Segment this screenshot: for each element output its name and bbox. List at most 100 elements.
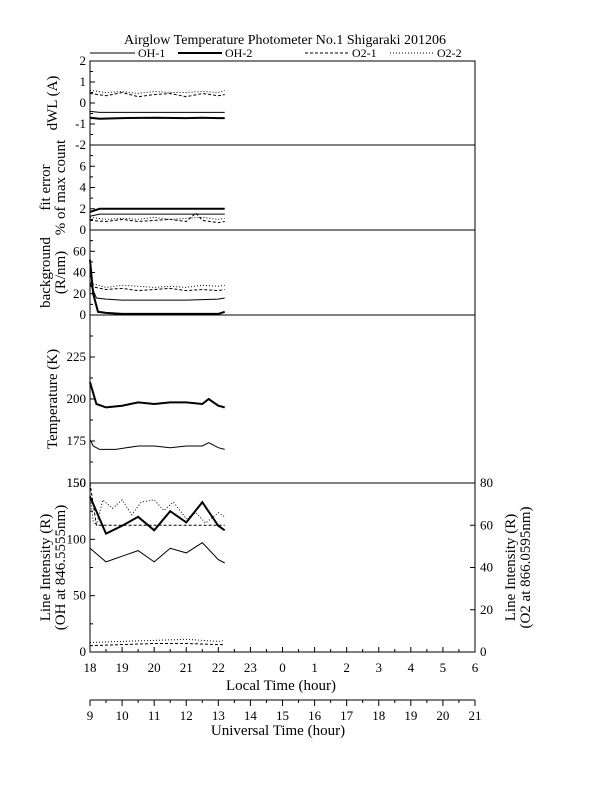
panel-frame-temperature xyxy=(89,314,476,484)
ytick-right-label-line_intensity-2: 40 xyxy=(480,560,493,575)
ytick-label-dwl-2: 0 xyxy=(80,95,87,110)
ylabel-fit_error-1: % of max count xyxy=(53,139,69,235)
x-axes: Local Time (hour) Universal Time (hour) … xyxy=(84,647,482,739)
ytick-label-background-2: 40 xyxy=(73,265,86,280)
ytick-label-temperature-3: 225 xyxy=(67,349,87,364)
ytick-label-line_intensity-2: 100 xyxy=(67,531,87,546)
ut-tick-label-0: 9 xyxy=(87,708,94,723)
series-line_intensity-0 xyxy=(89,542,225,564)
series-dwl-2 xyxy=(89,91,225,98)
ylabel-line_intensity-0: Line Intensity (R) xyxy=(38,514,54,621)
panel-frame-fit_error xyxy=(89,144,476,231)
local-tick-label-7: 1 xyxy=(311,660,318,675)
ytick-label-background-0: 0 xyxy=(80,307,87,322)
series-line_intensity-3 xyxy=(89,493,225,527)
series-fit_error-1 xyxy=(89,207,225,213)
local-tick-label-5: 23 xyxy=(244,660,257,675)
panels: -2 -1 0 1 2 dWL (A) 0 2 4 6 fit error% of max coun… xyxy=(38,53,534,659)
legend-label-o21: O2-1 xyxy=(352,46,377,60)
legend-item-o21: O2-1 xyxy=(305,46,377,60)
ytick-label-temperature-0: 150 xyxy=(67,475,87,490)
ylabel-right-line_intensity-0: Line Intensity (R) xyxy=(503,514,519,621)
local-tick-label-2: 20 xyxy=(148,660,161,675)
ylabel-dwl-0: dWL (A) xyxy=(45,76,61,131)
ytick-label-temperature-1: 175 xyxy=(67,433,87,448)
local-tick-label-12: 6 xyxy=(472,660,479,675)
series-fit_error-2 xyxy=(89,212,225,224)
ytick-right-label-line_intensity-4: 80 xyxy=(480,475,493,490)
panel-frame-line_intensity xyxy=(89,482,476,653)
local-tick-label-11: 5 xyxy=(440,660,447,675)
local-tick-label-6: 0 xyxy=(279,660,286,675)
ytick-right-label-line_intensity-3: 60 xyxy=(480,517,493,532)
legend: OH-1 OH-2 O2-1 O2-2 xyxy=(90,46,462,60)
series-fit_error-3 xyxy=(89,216,225,220)
panel-background: 0 20 40 60 background (R/nm) xyxy=(38,229,476,322)
panel-dwl: -2 -1 0 1 2 dWL (A) xyxy=(45,53,476,152)
series-temperature-0 xyxy=(89,439,225,450)
legend-item-o22: O2-2 xyxy=(390,46,462,60)
ut-tick-label-7: 16 xyxy=(308,708,322,723)
ytick-label-fit_error-1: 2 xyxy=(80,201,87,216)
local-tick-label-3: 21 xyxy=(180,660,193,675)
ytick-label-fit_error-2: 4 xyxy=(80,180,87,195)
ut-tick-label-4: 13 xyxy=(212,708,225,723)
ut-tick-label-1: 10 xyxy=(116,708,129,723)
local-tick-label-4: 22 xyxy=(212,660,225,675)
ytick-right-label-line_intensity-0: 0 xyxy=(480,644,487,659)
series-background-2 xyxy=(89,285,225,292)
ylabel-background-1: (R/nm) xyxy=(53,251,69,294)
local-time-label: Local Time (hour) xyxy=(226,678,336,694)
series-dwl-1 xyxy=(89,116,225,120)
panel-fit_error: 0 2 4 6 fit error% of max count xyxy=(38,139,476,237)
series-dwl-3 xyxy=(89,89,225,95)
ytick-label-line_intensity-0: 0 xyxy=(80,644,87,659)
panel-frame-dwl xyxy=(89,60,476,146)
ytick-label-background-1: 20 xyxy=(73,286,86,301)
ut-time-label: Universal Time (hour) xyxy=(211,723,345,739)
local-tick-label-8: 2 xyxy=(343,660,350,675)
ut-tick-label-9: 18 xyxy=(372,708,385,723)
series-temperature-1 xyxy=(89,381,225,409)
ylabel-background-0: background xyxy=(38,237,54,308)
chart-title: Airglow Temperature Photometer No.1 Shig… xyxy=(124,33,446,48)
ut-tick-label-12: 21 xyxy=(469,708,482,723)
ut-tick-label-3: 12 xyxy=(180,708,193,723)
legend-label-oh1: OH-1 xyxy=(138,46,165,60)
ylabel-line_intensity-1: (OH at 846.5555nm) xyxy=(53,505,69,630)
series-background-3 xyxy=(89,282,225,288)
series-line_intensity-1 xyxy=(89,496,226,536)
legend-label-oh2: OH-2 xyxy=(225,46,252,60)
legend-item-oh1: OH-1 xyxy=(90,46,165,60)
series-background-1 xyxy=(89,259,226,315)
series-line_intensity-5 xyxy=(89,638,225,643)
ytick-right-label-line_intensity-1: 20 xyxy=(480,602,493,617)
ut-tick-label-2: 11 xyxy=(148,708,161,723)
ylabel-fit_error-0: fit error xyxy=(38,164,54,210)
series-background-0 xyxy=(89,282,225,301)
ytick-label-line_intensity-1: 50 xyxy=(73,588,86,603)
local-tick-label-10: 4 xyxy=(408,660,415,675)
local-tick-label-9: 3 xyxy=(376,660,383,675)
series-dwl-0 xyxy=(89,110,225,113)
ytick-label-dwl-3: 1 xyxy=(80,74,87,89)
ylabel-right-line_intensity-1: (O2 at 866.0595nm) xyxy=(518,506,534,628)
ytick-label-temperature-2: 200 xyxy=(67,391,87,406)
ut-tick-label-5: 14 xyxy=(244,708,258,723)
ylabel-temperature-0: Temperature (K) xyxy=(45,349,61,449)
series-fit_error-0 xyxy=(89,213,225,217)
local-tick-label-0: 18 xyxy=(84,660,97,675)
ytick-label-dwl-4: 2 xyxy=(80,53,87,68)
legend-item-oh2: OH-2 xyxy=(178,46,252,60)
series-line_intensity-4 xyxy=(89,643,225,647)
ytick-label-line_intensity-3: 150 xyxy=(67,475,87,490)
ut-tick-label-11: 20 xyxy=(436,708,449,723)
local-tick-label-1: 19 xyxy=(116,660,129,675)
ytick-label-dwl-1: -1 xyxy=(75,116,86,131)
panel-frame-background xyxy=(89,229,476,316)
ytick-label-fit_error-0: 0 xyxy=(80,222,87,237)
ut-tick-label-8: 17 xyxy=(340,708,354,723)
legend-label-o22: O2-2 xyxy=(437,46,462,60)
